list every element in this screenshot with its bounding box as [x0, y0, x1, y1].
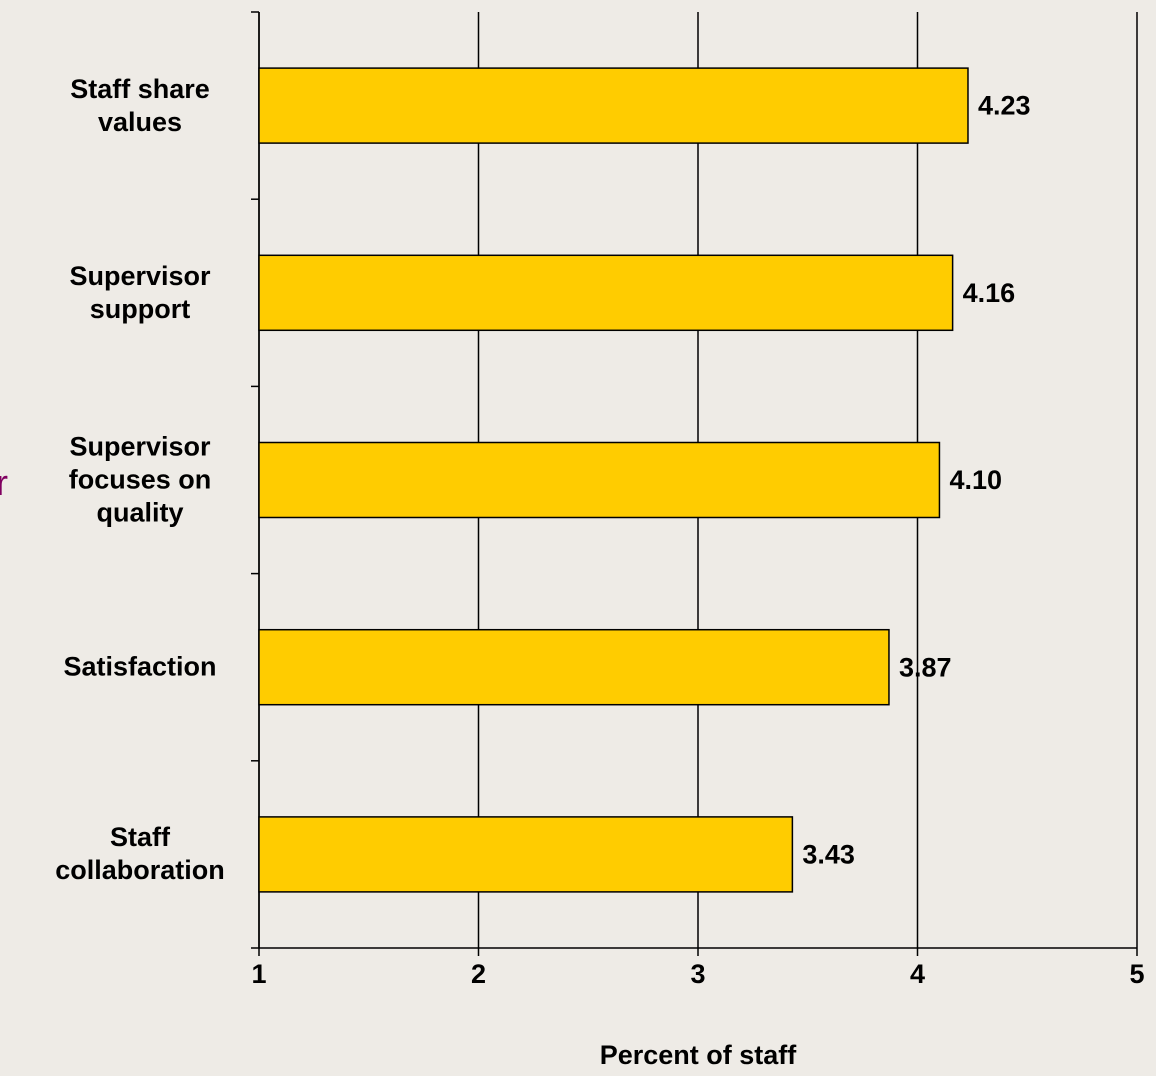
- y-tick-label: Staff collaboration: [55, 822, 225, 886]
- bar: [258, 441, 941, 519]
- value-label: 4.16: [963, 278, 1016, 308]
- annotation: r: [0, 462, 8, 503]
- x-tick-label: 4: [910, 959, 925, 989]
- bar: [258, 816, 794, 893]
- y-tick-label: Satisfaction: [63, 651, 217, 682]
- bar: [258, 67, 969, 144]
- value-label: 3.87: [899, 652, 952, 682]
- x-tick-label: 3: [690, 959, 705, 989]
- value-label: 3.43: [802, 840, 855, 870]
- bar: [258, 628, 890, 706]
- bar: [258, 254, 954, 332]
- x-tick-label: 5: [1129, 959, 1144, 989]
- x-tick-label: 1: [251, 959, 266, 989]
- value-label: 4.23: [978, 91, 1031, 121]
- x-tick-label: 2: [471, 959, 486, 989]
- value-label: 4.10: [949, 465, 1002, 495]
- y-tick-label: Staff share values: [70, 73, 210, 137]
- y-tick-label: Supervisor support: [69, 260, 211, 324]
- y-tick-label: Supervisor focuses on quality: [68, 431, 212, 528]
- x-axis-title: Percent of staff: [600, 1040, 798, 1070]
